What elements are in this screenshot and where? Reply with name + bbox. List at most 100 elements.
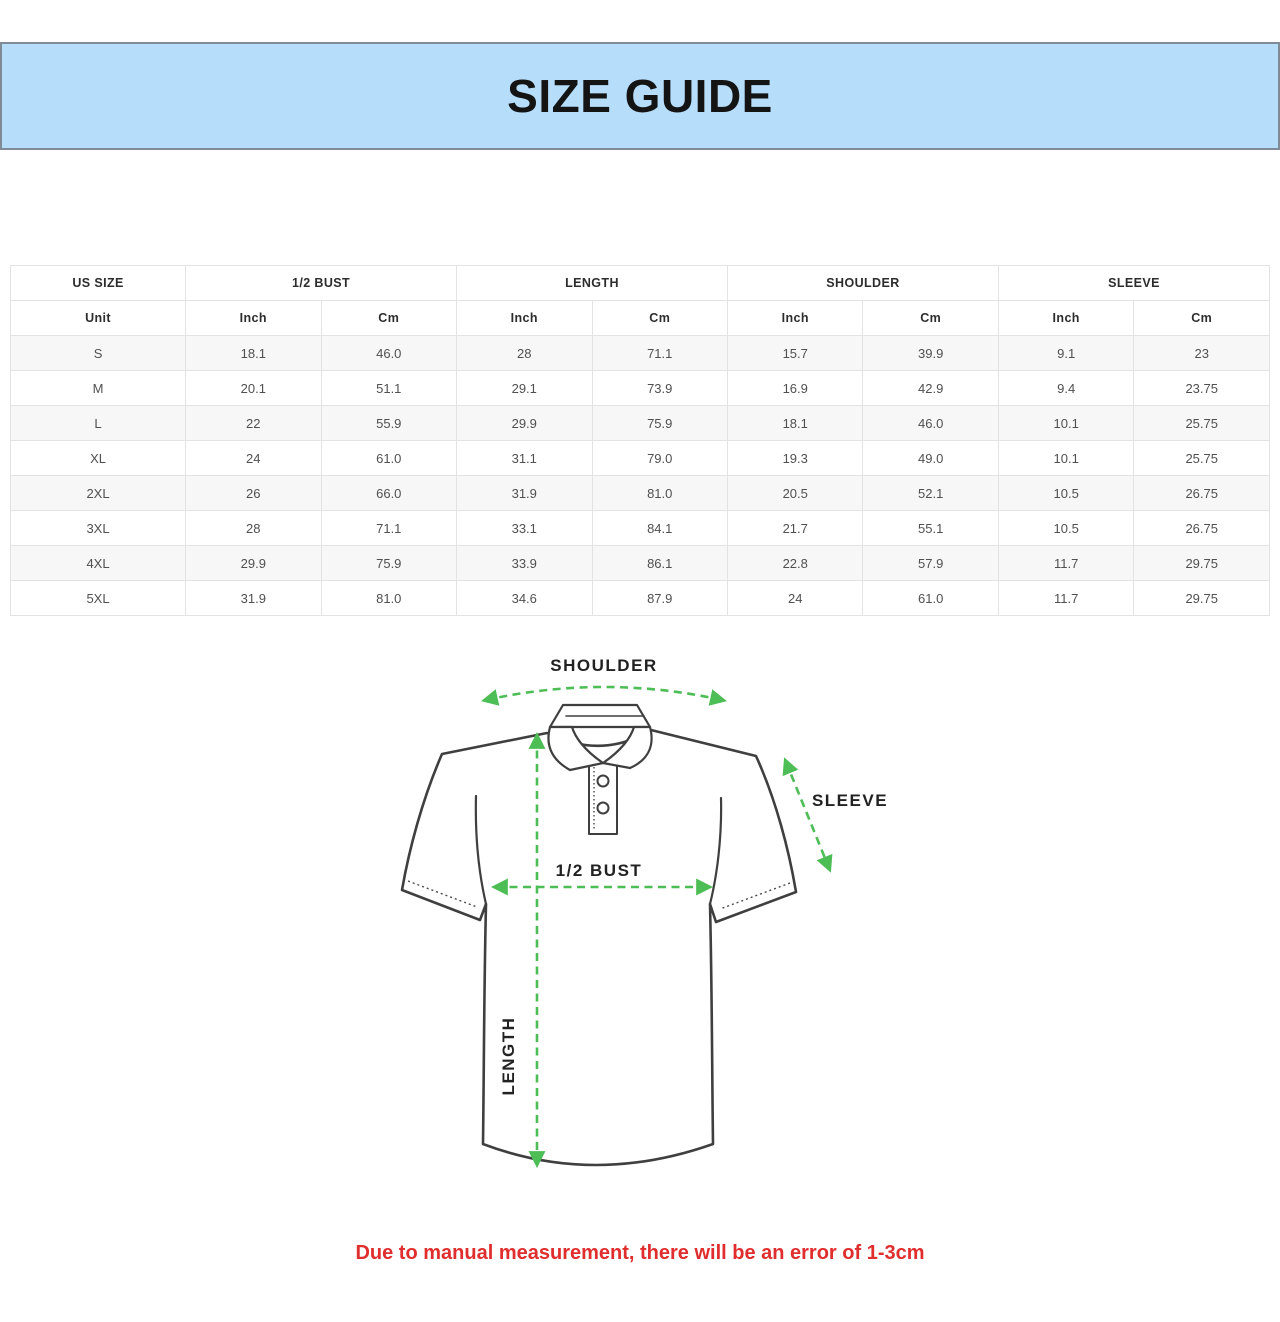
table-row: 4XL 29.9 75.9 33.9 86.1 22.8 57.9 11.7 29.75 — [9, 545, 1270, 581]
sleeve-arrow — [782, 757, 833, 873]
col-header-length: LENGTH — [456, 265, 728, 301]
table-row: 2XL 26 66.0 31.9 81.0 20.5 52.1 10.5 26.75 — [9, 475, 1270, 511]
unit-header-cell: Unit — [9, 300, 187, 336]
value-cell: 84.1 — [591, 510, 728, 546]
value-cell: 75.9 — [591, 405, 728, 441]
unit-header-cell: Inch — [726, 300, 864, 336]
value-cell: 22 — [185, 405, 322, 441]
table-row: XL 24 61.0 31.1 79.0 19.3 49.0 10.1 25.75 — [9, 440, 1270, 476]
value-cell: 87.9 — [591, 580, 728, 616]
value-cell: 20.5 — [726, 475, 864, 511]
value-cell: 26.75 — [1133, 475, 1270, 511]
table-row: L 22 55.9 29.9 75.9 18.1 46.0 10.1 25.75 — [9, 405, 1270, 441]
value-cell: 28 — [456, 335, 593, 371]
value-cell: 46.0 — [320, 335, 458, 371]
bust-label: 1/2 BUST — [556, 861, 643, 880]
value-cell: 29.9 — [185, 545, 322, 581]
size-cell: 3XL — [9, 510, 187, 546]
value-cell: 29.75 — [1133, 545, 1270, 581]
button-top — [596, 774, 610, 788]
unit-header-cell: Cm — [862, 300, 999, 336]
value-cell: 71.1 — [320, 510, 458, 546]
size-cell: L — [9, 405, 187, 441]
placket — [588, 762, 618, 835]
value-cell: 29.1 — [456, 370, 593, 406]
value-cell: 46.0 — [862, 405, 999, 441]
button-bottom — [596, 801, 610, 815]
size-table-header: US SIZE 1/2 BUST LENGTH SHOULDER SLEEVE … — [9, 265, 1271, 336]
value-cell: 18.1 — [185, 335, 322, 371]
value-cell: 81.0 — [591, 475, 728, 511]
left-cuff-stitch — [407, 880, 478, 908]
value-cell: 21.7 — [726, 510, 864, 546]
shoulder-label: SHOULDER — [550, 656, 657, 675]
value-cell: 9.4 — [997, 370, 1135, 406]
page-title: SIZE GUIDE — [507, 70, 773, 122]
value-cell: 9.1 — [997, 335, 1135, 371]
left-armhole-seam — [474, 794, 488, 906]
value-cell: 23.75 — [1133, 370, 1270, 406]
value-cell: 26.75 — [1133, 510, 1270, 546]
size-cell: 4XL — [9, 545, 187, 581]
value-cell: 49.0 — [862, 440, 999, 476]
value-cell: 31.9 — [456, 475, 593, 511]
value-cell: 33.1 — [456, 510, 593, 546]
unit-header-cell: Cm — [1133, 300, 1270, 336]
value-cell: 10.1 — [997, 440, 1135, 476]
size-cell: 2XL — [9, 475, 187, 511]
value-cell: 25.75 — [1133, 405, 1270, 441]
polo-measurement-diagram: SHOULDER SLEEVE 1/2 BUST LENGTH — [380, 638, 900, 1210]
size-cell: 5XL — [9, 580, 187, 616]
polo-shirt-outline — [400, 728, 798, 1167]
value-cell: 75.9 — [320, 545, 458, 581]
unit-header-row: Unit Inch Cm Inch Cm Inch Cm Inch Cm — [9, 300, 1270, 336]
value-cell: 10.5 — [997, 510, 1135, 546]
size-table-body: S 18.1 46.0 28 71.1 15.7 39.9 9.1 23 M 20.1 51.1 29.… — [9, 335, 1270, 616]
size-table: US SIZE 1/2 BUST LENGTH SHOULDER SLEEVE … — [9, 265, 1271, 616]
group-header-row: US SIZE 1/2 BUST LENGTH SHOULDER SLEEVE — [9, 265, 1271, 301]
table-row: M 20.1 51.1 29.1 73.9 16.9 42.9 9.4 23.75 — [9, 370, 1270, 406]
unit-header-cell: Inch — [185, 300, 322, 336]
value-cell: 22.8 — [726, 545, 864, 581]
value-cell: 33.9 — [456, 545, 593, 581]
value-cell: 24 — [726, 580, 864, 616]
value-cell: 66.0 — [320, 475, 458, 511]
value-cell: 55.1 — [862, 510, 999, 546]
length-label: LENGTH — [499, 1017, 518, 1096]
col-header-shoulder: SHOULDER — [726, 265, 999, 301]
value-cell: 29.75 — [1133, 580, 1270, 616]
value-cell: 39.9 — [862, 335, 999, 371]
col-header-bust: 1/2 BUST — [185, 265, 458, 301]
value-cell: 15.7 — [726, 335, 864, 371]
col-header-sleeve: SLEEVE — [997, 265, 1271, 301]
unit-header-cell: Inch — [997, 300, 1135, 336]
value-cell: 11.7 — [997, 545, 1135, 581]
value-cell: 20.1 — [185, 370, 322, 406]
value-cell: 34.6 — [456, 580, 593, 616]
value-cell: 10.1 — [997, 405, 1135, 441]
value-cell: 55.9 — [320, 405, 458, 441]
table-row: 5XL 31.9 81.0 34.6 87.9 24 61.0 11.7 29.75 — [9, 580, 1270, 616]
size-guide-banner: SIZE GUIDE — [0, 42, 1280, 150]
value-cell: 18.1 — [726, 405, 864, 441]
size-cell: XL — [9, 440, 187, 476]
unit-header-cell: Inch — [456, 300, 593, 336]
value-cell: 81.0 — [320, 580, 458, 616]
polo-diagram-svg: SHOULDER SLEEVE 1/2 BUST LENGTH — [400, 656, 887, 1169]
value-cell: 79.0 — [591, 440, 728, 476]
unit-header-cell: Cm — [591, 300, 728, 336]
collar-right-flap — [601, 725, 653, 770]
value-cell: 31.1 — [456, 440, 593, 476]
value-cell: 23 — [1133, 335, 1270, 371]
value-cell: 86.1 — [591, 545, 728, 581]
size-cell: S — [9, 335, 187, 371]
value-cell: 57.9 — [862, 545, 999, 581]
value-cell: 61.0 — [862, 580, 999, 616]
value-cell: 11.7 — [997, 580, 1135, 616]
value-cell: 51.1 — [320, 370, 458, 406]
shoulder-arrow — [481, 685, 727, 706]
table-row: 3XL 28 71.1 33.1 84.1 21.7 55.1 10.5 26.75 — [9, 510, 1270, 546]
value-cell: 10.5 — [997, 475, 1135, 511]
measurement-note: Due to manual measurement, there will be… — [355, 1242, 925, 1264]
table-row: S 18.1 46.0 28 71.1 15.7 39.9 9.1 23 — [9, 335, 1270, 371]
